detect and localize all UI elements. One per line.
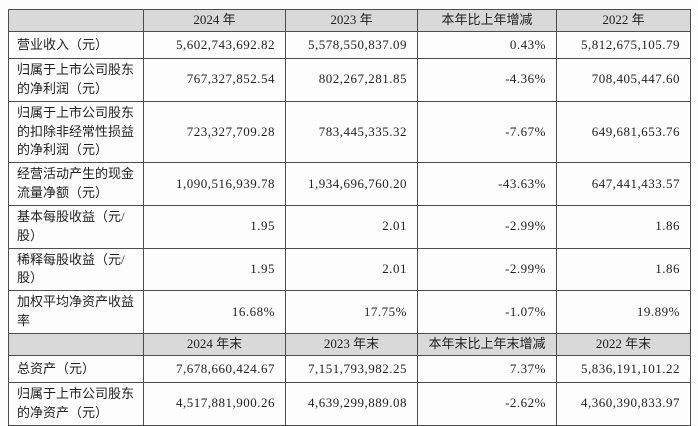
table-header-row-year: 2024 年 2023 年 本年比上年增减 2022 年 xyxy=(8,9,691,32)
row-label: 营业收入（元） xyxy=(8,31,144,59)
row-label: 加权平均净资产收益率 xyxy=(8,290,144,334)
header-yearend-change: 本年末比上年末增减 xyxy=(417,332,557,356)
cell-2024: 1,090,516,939.78 xyxy=(143,162,286,206)
cell-change: -43.63% xyxy=(417,162,557,206)
cell-2023: 7,151,793,982.25 xyxy=(285,354,418,383)
financial-summary-table: 2024 年 2023 年 本年比上年增减 2022 年 营业收入（元） 5,6… xyxy=(8,9,691,426)
header-2024: 2024 年 xyxy=(143,9,286,32)
cell-change: 7.37% xyxy=(417,354,557,383)
cell-2023: 2.01 xyxy=(285,204,418,249)
row-label: 基本每股收益（元/股） xyxy=(8,204,144,249)
row-label: 归属于上市公司股东的净资产（元） xyxy=(8,381,144,426)
cell-2024: 5,602,743,692.82 xyxy=(143,31,286,59)
cell-change: 0.43% xyxy=(417,31,557,59)
cell-2023: 802,267,281.85 xyxy=(285,58,418,102)
row-label: 稀释每股收益（元/股） xyxy=(8,247,144,292)
cell-change: -4.36% xyxy=(417,58,557,102)
cell-2022: 647,441,433.57 xyxy=(556,162,691,206)
header-yoy-change: 本年比上年增减 xyxy=(417,9,557,32)
cell-2024: 7,678,660,424.67 xyxy=(143,354,286,383)
cell-change: -1.07% xyxy=(417,290,557,334)
cell-2022: 5,812,675,105.79 xyxy=(556,31,691,59)
cell-2024: 767,327,852.54 xyxy=(143,58,286,102)
cell-2023: 1,934,696,760.20 xyxy=(285,162,418,206)
cell-change: -2.99% xyxy=(417,247,557,292)
cell-2023: 4,639,299,889.08 xyxy=(285,381,418,426)
cell-2022: 19.89% xyxy=(556,290,691,334)
table-row-net-assets: 归属于上市公司股东的净资产（元） 4,517,881,900.26 4,639,… xyxy=(8,381,691,426)
header-2022-end: 2022 年末 xyxy=(556,332,691,356)
table-row-diluted-eps: 稀释每股收益（元/股） 1.95 2.01 -2.99% 1.86 xyxy=(8,247,691,292)
table-row-weighted-avg-roe: 加权平均净资产收益率 16.68% 17.75% -1.07% 19.89% xyxy=(8,290,691,334)
header-2024-end: 2024 年末 xyxy=(143,332,286,356)
cell-2023: 783,445,335.32 xyxy=(285,100,418,164)
header-blank xyxy=(8,9,144,32)
table-row-operating-cash-flow: 经营活动产生的现金流量净额（元） 1,090,516,939.78 1,934,… xyxy=(8,162,691,206)
table-row-basic-eps: 基本每股收益（元/股） 1.95 2.01 -2.99% 1.86 xyxy=(8,204,691,249)
table-row-net-profit-excl-nonrecurring: 归属于上市公司股东的扣除非经常性损益的净利润（元） 723,327,709.28… xyxy=(8,100,691,164)
cell-2023: 5,578,550,837.09 xyxy=(285,31,418,59)
cell-2024: 1.95 xyxy=(143,204,286,249)
row-label: 归属于上市公司股东的净利润（元） xyxy=(8,58,144,102)
table-row-total-assets: 总资产（元） 7,678,660,424.67 7,151,793,982.25… xyxy=(8,354,691,383)
cell-2022: 4,360,390,833.97 xyxy=(556,381,691,426)
header-blank xyxy=(8,332,144,356)
cell-2024: 16.68% xyxy=(143,290,286,334)
cell-2022: 649,681,653.76 xyxy=(556,100,691,164)
cell-2024: 1.95 xyxy=(143,247,286,292)
cell-2022: 1.86 xyxy=(556,204,691,249)
cell-2024: 4,517,881,900.26 xyxy=(143,381,286,426)
row-label: 归属于上市公司股东的扣除非经常性损益的净利润（元） xyxy=(8,100,144,164)
cell-2023: 17.75% xyxy=(285,290,418,334)
header-2023: 2023 年 xyxy=(285,9,418,32)
cell-2022: 708,405,447.60 xyxy=(556,58,691,102)
header-2022: 2022 年 xyxy=(556,9,691,32)
cell-change: -2.99% xyxy=(417,204,557,249)
row-label: 总资产（元） xyxy=(8,354,144,383)
cell-change: -2.62% xyxy=(417,381,557,426)
table-header-row-yearend: 2024 年末 2023 年末 本年末比上年末增减 2022 年末 xyxy=(8,332,691,356)
cell-2024: 723,327,709.28 xyxy=(143,100,286,164)
cell-change: -7.67% xyxy=(417,100,557,164)
header-2023-end: 2023 年末 xyxy=(285,332,418,356)
table-row-revenue: 营业收入（元） 5,602,743,692.82 5,578,550,837.0… xyxy=(8,31,691,59)
row-label: 经营活动产生的现金流量净额（元） xyxy=(8,162,144,206)
cell-2022: 5,836,191,101.22 xyxy=(556,354,691,383)
cell-2023: 2.01 xyxy=(285,247,418,292)
cell-2022: 1.86 xyxy=(556,247,691,292)
table-row-net-profit: 归属于上市公司股东的净利润（元） 767,327,852.54 802,267,… xyxy=(8,58,691,102)
